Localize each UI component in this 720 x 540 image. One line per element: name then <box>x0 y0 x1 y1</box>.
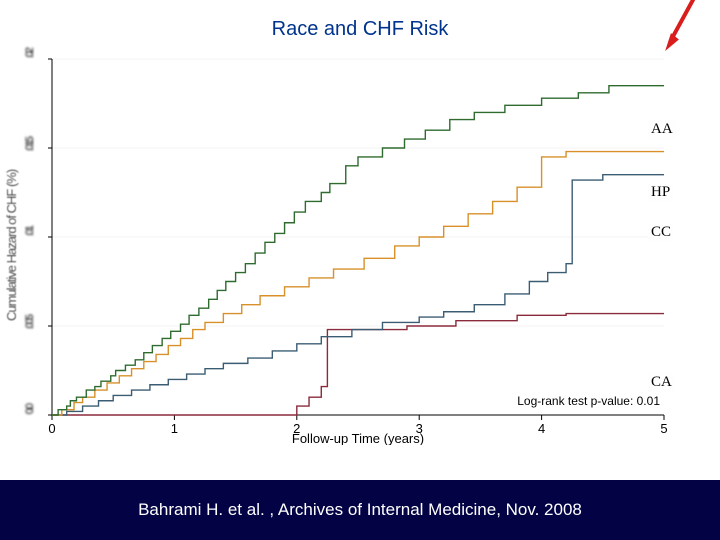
slide: Race and CHF Risk Cumulative Hazard of C… <box>0 0 720 540</box>
y-tick-label: .005 <box>24 316 46 329</box>
y-tick-label: .01 <box>24 227 46 236</box>
citation-text: Bahrami H. et al. , Archives of Internal… <box>138 500 582 520</box>
svg-text:Log-rank test p-value: 0.01: Log-rank test p-value: 0.01 <box>517 394 660 408</box>
plot-area: 012345Follow-up Time (years)Log-rank tes… <box>48 55 668 445</box>
y-axis-title: Cumulative Hazard of CHF (%) <box>4 50 24 440</box>
y-tick-label: .02 <box>24 49 46 58</box>
chart-title: Race and CHF Risk <box>0 18 720 41</box>
chart-svg: 012345Follow-up Time (years)Log-rank tes… <box>48 55 668 445</box>
series-label-ca: CA <box>648 373 675 392</box>
y-tick-label: 0.0 <box>24 405 46 414</box>
y-tick-label: .015 <box>24 138 46 151</box>
svg-text:5: 5 <box>660 421 667 436</box>
series-label-aa: AA <box>648 120 676 139</box>
svg-text:1: 1 <box>171 421 178 436</box>
svg-text:0: 0 <box>48 421 55 436</box>
series-label-cc: CC <box>648 223 674 242</box>
citation-bar: Bahrami H. et al. , Archives of Internal… <box>0 480 720 540</box>
series-label-hp: HP <box>648 183 673 202</box>
svg-text:Follow-up Time (years): Follow-up Time (years) <box>292 431 424 445</box>
svg-text:4: 4 <box>538 421 545 436</box>
